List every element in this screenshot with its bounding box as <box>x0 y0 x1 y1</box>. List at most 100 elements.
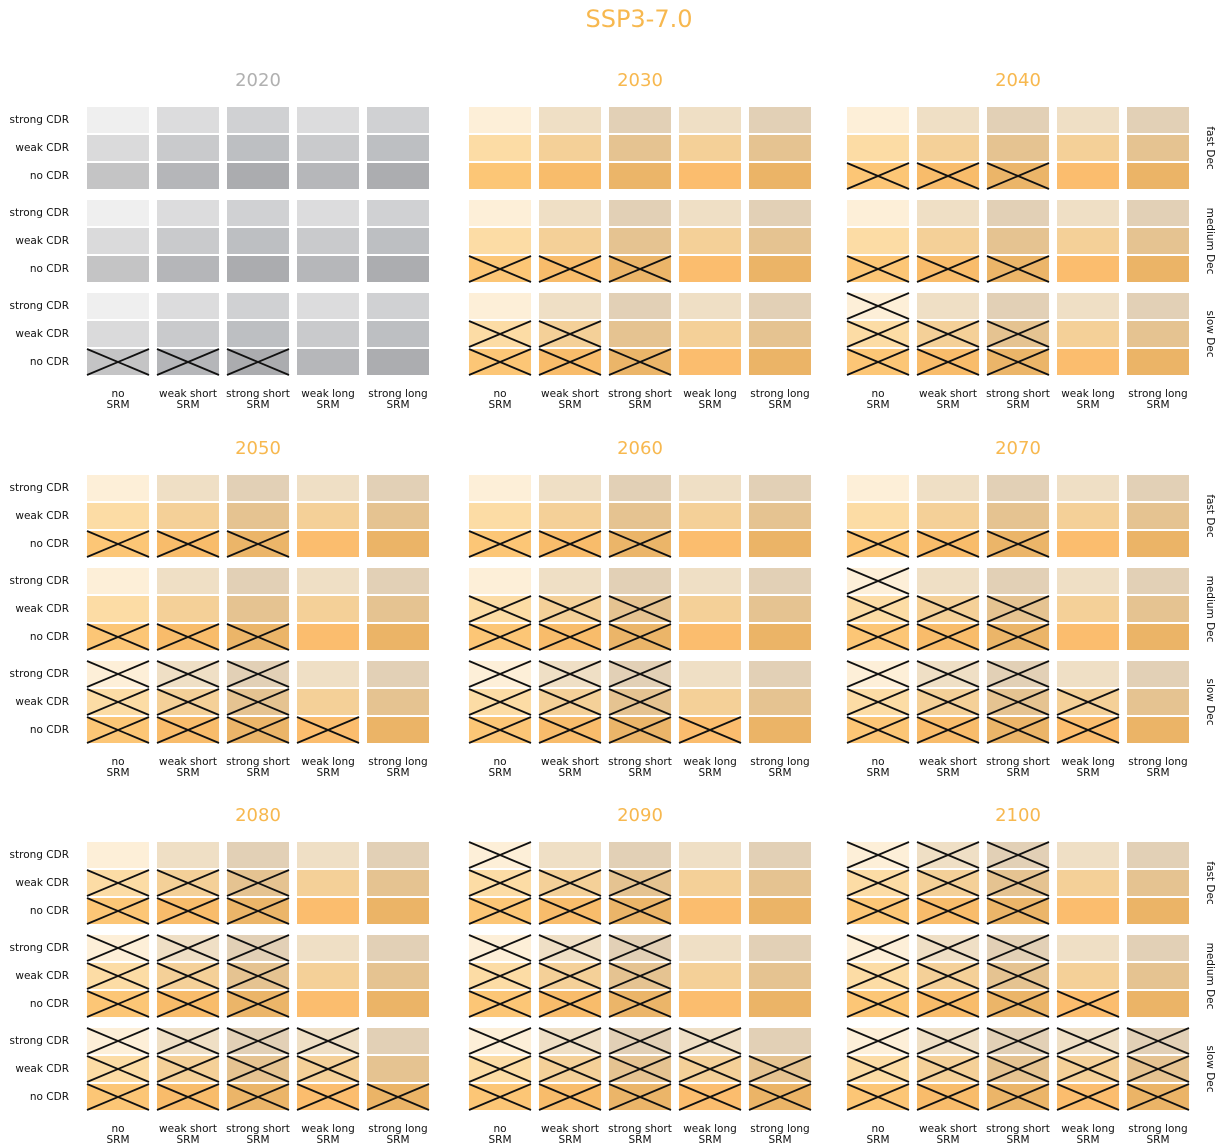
cell <box>1057 661 1119 687</box>
cell <box>1127 717 1189 743</box>
column-label: SRM <box>866 1134 889 1145</box>
cross <box>608 623 672 651</box>
column-label: SRM <box>1146 399 1169 411</box>
cross <box>986 623 1050 651</box>
cross <box>226 1055 290 1083</box>
cross <box>468 1055 532 1083</box>
column-label: SRM <box>1006 767 1029 779</box>
cross <box>916 869 980 897</box>
cell <box>87 228 149 254</box>
panel-title: 2040 <box>995 70 1041 91</box>
cell <box>679 228 741 254</box>
cell <box>367 717 429 743</box>
cross <box>156 869 220 897</box>
cell <box>297 107 359 133</box>
cell <box>609 200 671 226</box>
cross <box>916 1055 980 1083</box>
cell <box>297 568 359 594</box>
column-label: weak short <box>541 1123 599 1135</box>
cross <box>748 1083 812 1111</box>
cross <box>226 660 290 688</box>
cross <box>86 1027 150 1055</box>
row-label: weak CDR <box>15 510 69 522</box>
cell <box>1057 963 1119 989</box>
column-label: SRM <box>1146 1134 1169 1145</box>
cell <box>917 107 979 133</box>
column-label: SRM <box>106 1134 129 1145</box>
cell <box>1127 963 1189 989</box>
cell <box>679 163 741 189</box>
cross <box>846 962 910 990</box>
column-label: SRM <box>386 399 409 411</box>
group-label: slow Dec <box>1204 1045 1216 1092</box>
cell <box>1127 321 1189 347</box>
cell <box>469 228 531 254</box>
column-label: SRM <box>488 767 511 779</box>
cross <box>538 990 602 1018</box>
cross <box>86 660 150 688</box>
column-label: SRM <box>1006 1134 1029 1145</box>
cell <box>297 898 359 924</box>
column-label: strong long <box>1128 1123 1187 1135</box>
cross <box>538 716 602 744</box>
column-label: strong long <box>368 756 427 768</box>
column-label: SRM <box>1146 767 1169 779</box>
cross <box>1126 1055 1190 1083</box>
cell <box>227 475 289 501</box>
cell <box>297 689 359 715</box>
cell <box>539 568 601 594</box>
column-label: SRM <box>316 399 339 411</box>
row-label: strong CDR <box>10 668 69 680</box>
group-label: slow Dec <box>1204 678 1216 725</box>
cross <box>986 841 1050 869</box>
cell <box>469 163 531 189</box>
cell <box>367 256 429 282</box>
cross <box>538 530 602 558</box>
column-label: SRM <box>176 399 199 411</box>
cross <box>986 660 1050 688</box>
cross <box>846 595 910 623</box>
cell <box>1127 228 1189 254</box>
column-label: no <box>871 756 884 768</box>
cell <box>679 991 741 1017</box>
cross <box>296 716 360 744</box>
cross <box>916 934 980 962</box>
cross <box>916 623 980 651</box>
cell <box>227 200 289 226</box>
cross <box>678 1083 742 1111</box>
cell <box>87 475 149 501</box>
row-label: strong CDR <box>10 114 69 126</box>
cell <box>917 228 979 254</box>
group-label: fast Dec <box>1204 861 1216 905</box>
cell <box>87 200 149 226</box>
cell <box>1057 898 1119 924</box>
cross <box>846 348 910 376</box>
column-label: strong short <box>226 756 290 768</box>
cell <box>1127 163 1189 189</box>
cell <box>157 568 219 594</box>
cross <box>916 530 980 558</box>
cross <box>986 1027 1050 1055</box>
column-label: weak short <box>541 388 599 400</box>
cell <box>749 898 811 924</box>
cell <box>917 135 979 161</box>
cross <box>846 990 910 1018</box>
cell <box>157 163 219 189</box>
cross <box>86 1083 150 1111</box>
cross <box>846 162 910 190</box>
cross <box>156 1027 220 1055</box>
cell <box>749 163 811 189</box>
row-label: no CDR <box>30 170 69 182</box>
cell <box>847 107 909 133</box>
cell <box>87 321 149 347</box>
cell <box>749 870 811 896</box>
cell <box>297 135 359 161</box>
cross <box>608 934 672 962</box>
cell <box>367 568 429 594</box>
cell <box>987 568 1049 594</box>
column-label: strong long <box>750 1123 809 1135</box>
cell <box>367 1056 429 1082</box>
cross <box>538 1027 602 1055</box>
panel-title: 2020 <box>235 70 281 91</box>
cell <box>609 568 671 594</box>
